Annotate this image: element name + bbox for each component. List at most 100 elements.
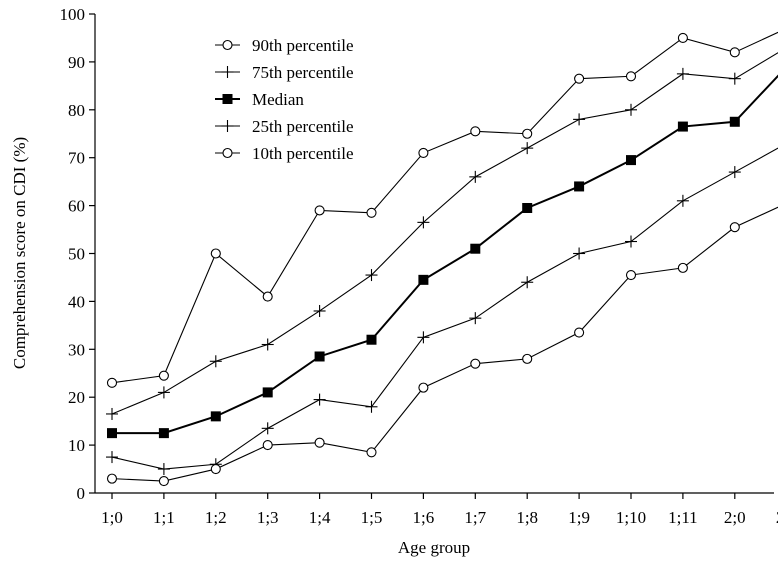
y-tick-label: 40	[68, 292, 85, 311]
x-tick-label: 1;9	[568, 508, 590, 527]
data-point	[728, 166, 741, 179]
data-point	[522, 353, 533, 364]
y-tick-label: 70	[68, 149, 85, 168]
x-axis-title: Age group	[398, 538, 470, 557]
y-axis-title: Comprehension score on CDI (%)	[10, 137, 29, 369]
x-tick-label: 1;3	[257, 508, 279, 527]
data-point	[261, 338, 274, 351]
data-point	[106, 407, 118, 420]
x-tick-label: 1;7	[464, 508, 486, 527]
data-point	[365, 400, 378, 413]
data-point	[210, 248, 221, 259]
data-point	[106, 473, 118, 484]
data-point	[677, 32, 688, 44]
series-90th-percentile	[106, 31, 778, 388]
legend-item: 90th percentile	[215, 36, 354, 55]
legend-item: 75th percentile	[215, 63, 354, 82]
y-tick-label: 20	[68, 388, 85, 407]
data-point	[573, 247, 586, 260]
data-point	[728, 72, 741, 85]
data-point	[313, 304, 326, 317]
y-tick-label: 0	[77, 484, 86, 503]
data-point	[470, 358, 481, 369]
data-point	[106, 377, 118, 388]
data-point	[574, 181, 585, 192]
data-point	[574, 327, 585, 338]
data-point	[366, 207, 377, 218]
legend-label: 25th percentile	[252, 117, 354, 136]
x-tick-label: 1;5	[361, 508, 383, 527]
x-tick-label: 1;11	[668, 508, 698, 527]
data-point	[262, 440, 273, 451]
legend-label: 10th percentile	[252, 144, 354, 163]
x-tick-label: 1;0	[101, 508, 123, 527]
series-line	[112, 74, 778, 435]
data-point	[469, 312, 482, 325]
data-point	[210, 411, 221, 422]
y-tick-label: 50	[68, 245, 85, 264]
series-25th-percentile	[106, 147, 778, 476]
data-point	[676, 194, 689, 207]
data-point	[158, 428, 169, 439]
data-point	[417, 216, 430, 229]
x-tick-label: 1;4	[309, 508, 331, 527]
x-tick-label: 1;1	[153, 508, 175, 527]
legend-label: 75th percentile	[252, 63, 354, 82]
legend-item: Median	[215, 90, 304, 109]
series-line	[111, 31, 778, 384]
data-point	[107, 428, 117, 439]
data-point	[366, 334, 377, 345]
series-median	[107, 74, 778, 439]
data-point	[314, 437, 325, 448]
data-point	[729, 47, 740, 58]
data-point	[418, 147, 429, 158]
series-line	[111, 52, 778, 415]
y-tick-label: 80	[68, 101, 85, 120]
data-point	[521, 276, 534, 289]
x-tick-label: 2;0	[724, 508, 746, 527]
x-ticks: 1;0 1;1 1;2 1;3 1;4 1;5 1;6 1;7 1;8 1;9 1;10 1;11 2;…	[101, 493, 778, 527]
data-point	[158, 475, 169, 487]
data-point	[626, 155, 636, 166]
x-tick-label: 1;10	[616, 508, 646, 527]
data-point	[470, 126, 481, 137]
data-point	[314, 205, 325, 216]
series-75th-percentile	[106, 52, 778, 420]
data-point	[676, 67, 689, 80]
legend-marker	[222, 39, 233, 51]
data-point	[729, 116, 740, 127]
data-point	[157, 463, 170, 476]
data-point	[418, 274, 429, 285]
data-point	[157, 386, 170, 399]
legend-marker	[221, 66, 234, 78]
legend-item: 10th percentile	[215, 144, 354, 163]
legend-label: 90th percentile	[252, 36, 354, 55]
y-tick-label: 10	[68, 436, 85, 455]
data-point	[470, 243, 481, 254]
y-tick-label: 60	[68, 197, 85, 216]
data-point	[625, 103, 637, 116]
data-point	[210, 463, 221, 475]
axes	[94, 14, 774, 494]
data-point	[262, 291, 273, 302]
data-point	[729, 222, 740, 233]
legend-marker	[222, 147, 233, 159]
data-point	[262, 387, 273, 398]
data-point	[625, 270, 637, 281]
legend-marker	[222, 94, 233, 104]
data-point	[521, 142, 534, 155]
data-point	[574, 73, 585, 84]
data-point	[313, 393, 326, 406]
series-line	[111, 147, 778, 470]
data-point	[522, 128, 533, 139]
x-tick-label: 1;2	[205, 508, 227, 527]
data-point	[625, 71, 637, 82]
x-tick-label: 1;8	[516, 508, 538, 527]
legend: 90th percentile 75th percentile Median 25th…	[215, 36, 354, 163]
data-point	[209, 355, 222, 368]
data-point	[418, 382, 429, 393]
series-line	[111, 206, 778, 482]
legend-label: Median	[252, 90, 304, 109]
data-point	[314, 351, 325, 362]
